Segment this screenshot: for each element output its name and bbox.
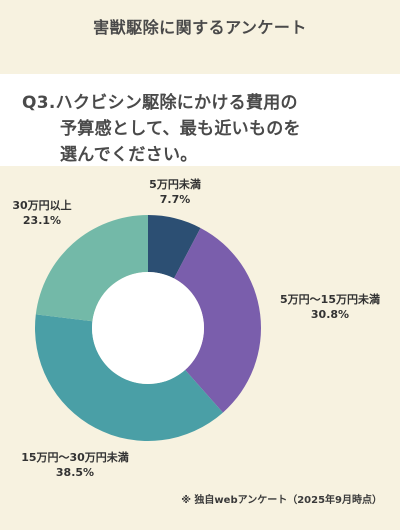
question-panel: Q3.ハクビシン駆除にかける費用の 予算感として、最も近いものを 選んでください… xyxy=(0,74,400,166)
donut-hole xyxy=(92,272,204,384)
slice-value-label: 38.5% xyxy=(55,466,95,479)
slice-under-5man xyxy=(148,215,201,279)
slice-category-label: 5万円～15万円未満 xyxy=(280,293,380,306)
slice-5-15man xyxy=(174,227,262,413)
slice-category-label: 15万円～30万円未満 xyxy=(21,451,129,464)
slice-label-over-30man: 30万円以上 23.1% xyxy=(2,198,82,228)
slice-label-5-15man: 5万円～15万円未満 30.8% xyxy=(265,292,395,322)
survey-footnote: ※ 独自webアンケート（2025年9月時点） xyxy=(181,495,382,506)
page-title: 害獣駆除に関するアンケート xyxy=(93,18,307,37)
slice-value-label: 23.1% xyxy=(22,214,62,227)
slice-category-label: 5万円未満 xyxy=(149,178,201,191)
question-line-2: 予算感として、最も近いものを xyxy=(60,119,301,139)
slice-value-label: 7.7% xyxy=(159,193,191,206)
question-line-1: Q3.ハクビシン駆除にかける費用の xyxy=(22,93,298,113)
slice-label-15-30man: 15万円～30万円未満 38.5% xyxy=(6,450,144,480)
slice-category-label: 30万円以上 xyxy=(12,199,72,212)
slice-value-label: 30.8% xyxy=(310,308,350,321)
slice-label-under-5man: 5万円未満 7.7% xyxy=(140,177,210,207)
slice-15-30man xyxy=(35,314,223,441)
question-line-3: 選んでください。 xyxy=(60,145,198,165)
slice-over-30man xyxy=(35,215,148,322)
